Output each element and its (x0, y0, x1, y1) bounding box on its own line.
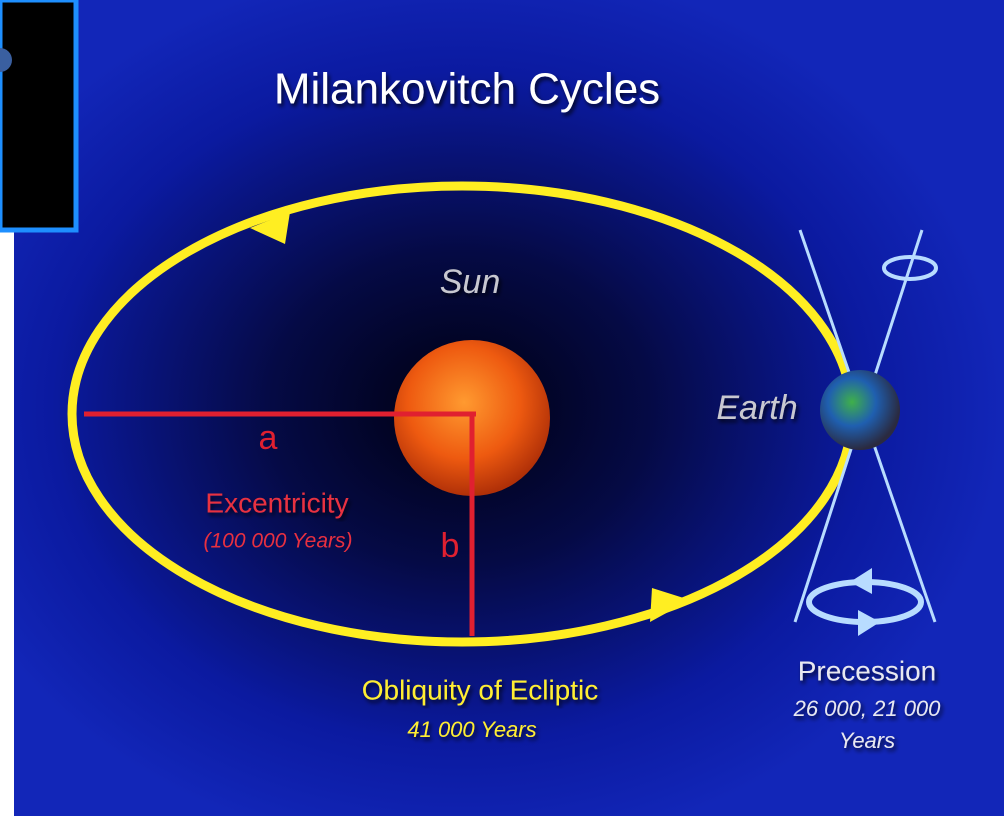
earth (820, 370, 900, 450)
obliquity-period: 41 000 Years (407, 717, 536, 742)
obliquity-label: Obliquity of Ecliptic (362, 674, 599, 705)
thumbnail-earth (0, 48, 12, 72)
orbit-arrow (650, 588, 690, 622)
excentricity-label: Excentricity (205, 487, 348, 518)
axis-label: a (259, 419, 278, 457)
precession-arrowhead (850, 568, 872, 594)
precession-label: Precession (798, 655, 937, 686)
earth-label: Earth (716, 389, 797, 427)
precession-period: 26 000, 21 000 (793, 696, 942, 721)
excentricity-period: (100 000 Years) (203, 530, 352, 553)
sun-label: Sun (440, 263, 501, 301)
thumbnail (0, 0, 79, 233)
axis-label: b (441, 527, 460, 565)
rotation-arrow (882, 255, 938, 281)
precession-period: Years (839, 728, 895, 753)
precession-arrowhead (858, 610, 880, 636)
title: Milankovitch Cycles (274, 65, 660, 114)
orbit-arrow (250, 212, 290, 244)
